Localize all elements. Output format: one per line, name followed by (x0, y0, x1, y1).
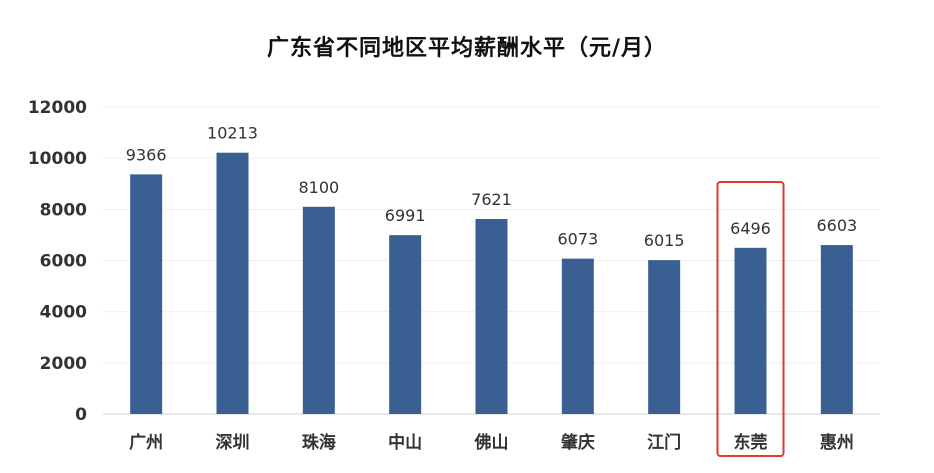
bar-惠州 (820, 245, 853, 414)
data-label: 6603 (816, 216, 857, 235)
data-label: 6991 (385, 206, 426, 225)
x-tick-label: 广州 (129, 432, 163, 453)
y-tick-label: 6000 (40, 252, 87, 272)
y-tick-label: 12000 (28, 98, 87, 118)
bar-佛山 (475, 219, 508, 414)
bar-中山 (389, 235, 422, 414)
y-tick-label: 0 (75, 405, 87, 425)
y-axis: 0 2000 4000 6000 8000 10000 12000 (28, 98, 87, 425)
data-label: 6015 (644, 231, 685, 250)
x-tick-label: 东莞 (734, 432, 768, 453)
x-tick-label: 佛山 (474, 432, 509, 453)
data-label: 6073 (557, 230, 598, 249)
bars (130, 152, 853, 415)
data-labels: 9366 10213 8100 6991 7621 6073 6015 6496 6603 (126, 124, 857, 250)
y-tick-label: 8000 (40, 200, 87, 220)
chart-title: 广东省不同地区平均薪酬水平（元/月） (266, 36, 668, 61)
x-tick-label: 深圳 (216, 432, 250, 453)
data-label: 9366 (126, 145, 167, 164)
x-axis: 广州 深圳 珠海 中山 佛山 肇庆 江门 东莞 惠州 (129, 432, 854, 453)
bar-深圳 (216, 152, 249, 415)
bar-肇庆 (561, 258, 594, 414)
bar-江门 (648, 260, 681, 414)
x-tick-label: 江门 (647, 432, 681, 453)
data-label: 6496 (730, 219, 771, 238)
x-tick-label: 肇庆 (561, 432, 595, 453)
bar-广州 (130, 174, 163, 414)
y-tick-label: 2000 (40, 354, 87, 374)
y-tick-label: 10000 (28, 149, 87, 169)
x-tick-label: 珠海 (302, 432, 336, 453)
data-label: 8100 (298, 178, 339, 197)
x-tick-label: 中山 (388, 432, 422, 453)
bar-东莞 (734, 247, 767, 414)
data-label: 7621 (471, 190, 512, 209)
y-tick-label: 4000 (40, 303, 87, 323)
data-label: 10213 (207, 124, 258, 143)
highlight-box (716, 181, 785, 457)
bar-珠海 (302, 206, 335, 414)
x-tick-label: 惠州 (820, 432, 854, 453)
